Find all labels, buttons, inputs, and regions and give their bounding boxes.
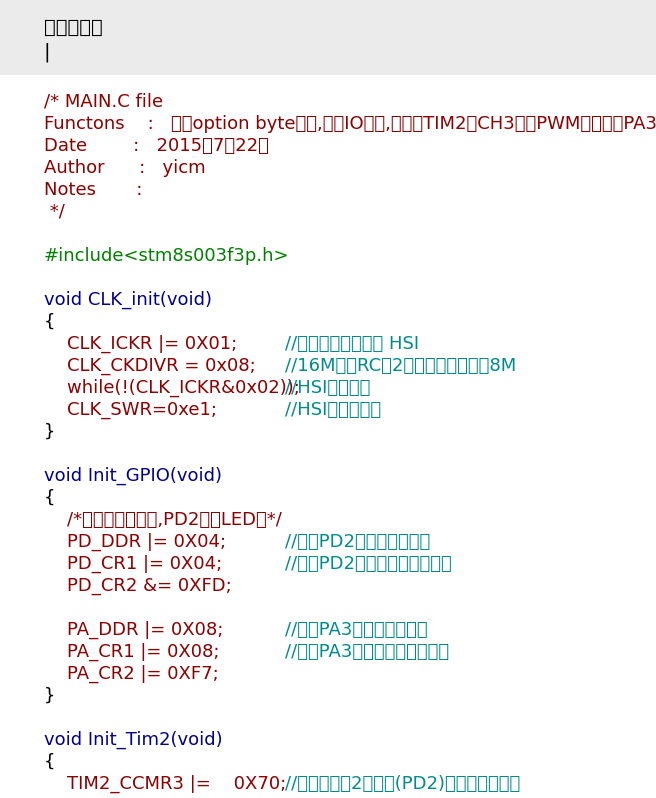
Text: }: } [44, 687, 55, 705]
Text: PA_DDR |= 0X08;: PA_DDR |= 0X08; [44, 621, 224, 639]
Text: //设置PD2端口为推挺输出模式: //设置PD2端口为推挺输出模式 [285, 555, 452, 573]
Text: //设置PD2端口为输出模式: //设置PD2端口为输出模式 [285, 533, 430, 551]
Text: {: { [44, 753, 56, 771]
Text: CLK_ICKR |= 0X01;: CLK_ICKR |= 0X01; [44, 335, 237, 354]
Text: //设置定时剨2三通道(PD2)输出比较三模式: //设置定时剨2三通道(PD2)输出比较三模式 [285, 775, 520, 793]
Text: /* MAIN.C file: /* MAIN.C file [44, 93, 163, 111]
Text: void Init_Tim2(void): void Init_Tim2(void) [44, 731, 222, 749]
Text: Notes       :: Notes : [44, 181, 142, 199]
Text: PD_CR1 |= 0X04;: PD_CR1 |= 0X04; [44, 555, 222, 573]
Text: {: { [44, 313, 56, 331]
Text: Author      :   yicm: Author : yicm [44, 159, 205, 177]
Text: 测试程序：: 测试程序： [44, 18, 103, 37]
Text: PD_CR2 &= 0XFD;: PD_CR2 &= 0XFD; [44, 577, 232, 595]
Text: void CLK_init(void): void CLK_init(void) [44, 291, 212, 310]
Text: TIM2_CCMR3 |=    0X70;: TIM2_CCMR3 |= 0X70; [44, 775, 286, 793]
Text: //设置PA3端口为推挺输出模式: //设置PA3端口为推挺输出模式 [285, 643, 449, 661]
Text: PA_CR1 |= 0X08;: PA_CR1 |= 0X08; [44, 643, 220, 662]
Text: Date        :   2015年7月22日: Date : 2015年7月22日 [44, 137, 269, 155]
Text: CLK_CKDIVR = 0x08;: CLK_CKDIVR = 0x08; [44, 357, 256, 375]
Text: //16M内部RC的2分频后系统时钟为8M: //16M内部RC的2分频后系统时钟为8M [285, 357, 516, 375]
Text: //设置PA3端口为输出模式: //设置PA3端口为输出模式 [285, 621, 428, 639]
Text: {: { [44, 489, 56, 507]
Text: void Init_GPIO(void): void Init_GPIO(void) [44, 467, 222, 485]
Text: while(!(CLK_ICKR&0x02));: while(!(CLK_ICKR&0x02)); [44, 379, 300, 397]
Text: //HSI准备就绪: //HSI准备就绪 [285, 379, 371, 397]
Text: PD_DDR |= 0X04;: PD_DDR |= 0X04; [44, 533, 226, 551]
Text: //HSI为主时钟源: //HSI为主时钟源 [285, 401, 381, 419]
Text: Functons    :   操作option byte字节,设置IO复用,来修改TIM2的CH3通道PWM输出管脚PA3: Functons : 操作option byte字节,设置IO复用,来修改TIM… [44, 115, 656, 133]
Text: PA_CR2 |= 0XF7;: PA_CR2 |= 0XF7; [44, 665, 218, 683]
Text: //使能内部高速时钟 HSI: //使能内部高速时钟 HSI [285, 335, 419, 353]
Text: CLK_SWR=0xe1;: CLK_SWR=0xe1; [44, 401, 217, 419]
Text: }: } [44, 423, 55, 441]
Text: #include<stm8s003f3p.h>: #include<stm8s003f3p.h> [44, 247, 289, 265]
Text: */: */ [44, 203, 65, 221]
Text: |: | [44, 42, 51, 61]
Text: /*设置为推挺输出,PD2接了LED灯*/: /*设置为推挺输出,PD2接了LED灯*/ [44, 511, 282, 529]
